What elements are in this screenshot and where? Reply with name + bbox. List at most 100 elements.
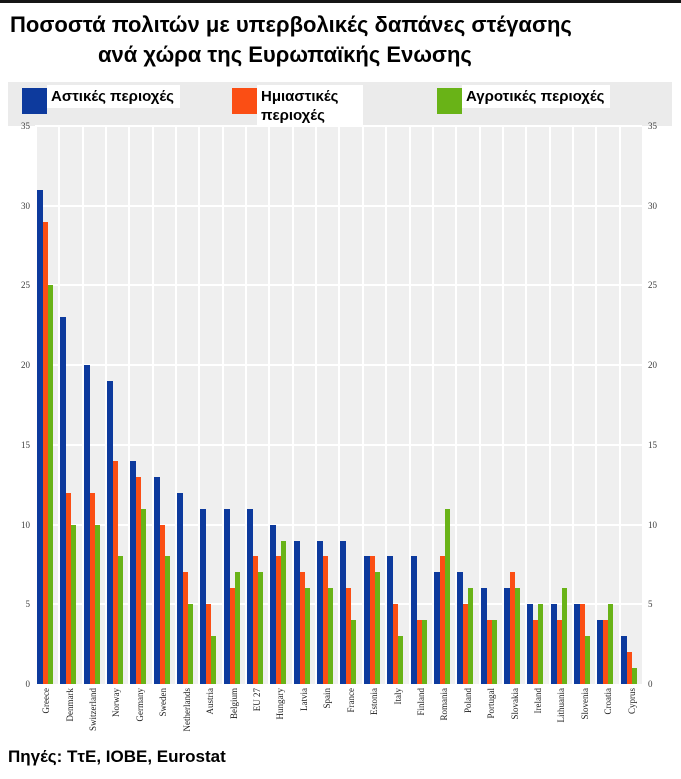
x-axis-label: Italy: [392, 688, 403, 705]
x-cell: Austria: [199, 688, 222, 746]
bar-rural: [374, 572, 380, 684]
bar-rural: [164, 556, 170, 684]
legend: Αστικές περιοχές Ημιαστικές περιοχές Αγροτ…: [8, 82, 672, 127]
legend-swatch-semi-urban: [232, 88, 257, 114]
bar-group-sweden: [151, 126, 175, 684]
x-cell: Italy: [386, 688, 409, 746]
legend-item-semi-urban: Ημιαστικές περιοχές: [232, 85, 363, 127]
y-tick-left-5: 5: [25, 599, 31, 610]
bar-urban: [107, 381, 114, 684]
bar-group-finland: [408, 126, 432, 684]
legend-label-semi-urban: Ημιαστικές περιοχές: [257, 85, 363, 127]
x-axis-label: Hungary: [275, 688, 286, 720]
x-axis-label: Finland: [415, 688, 426, 716]
bar-group-slovenia: [571, 126, 595, 684]
y-tick-right-0: 0: [648, 679, 653, 689]
bar-rural: [118, 556, 124, 684]
bar-rural: [234, 572, 240, 684]
bar-semi-urban: [369, 556, 375, 684]
bar-rural: [304, 588, 310, 684]
bar-urban: [37, 189, 43, 684]
x-cell: Estonia: [363, 688, 386, 746]
bar-semi-urban: [346, 588, 352, 684]
plot-area: [35, 125, 644, 684]
y-tick-left-20: 20: [21, 360, 30, 371]
footer-source: Πηγές: ΤτΕ, ΙΟΒΕ, Eurostat: [8, 747, 226, 766]
bar-semi-urban: [113, 460, 119, 684]
bar-semi-urban: [253, 556, 259, 684]
bar-urban: [177, 492, 184, 684]
bar-rural: [398, 636, 404, 684]
x-cell: Sweden: [152, 688, 175, 746]
bar-rural: [584, 636, 590, 684]
bar-rural: [188, 604, 194, 684]
x-axis-label: Portugal: [486, 688, 497, 719]
bar-semi-urban: [159, 524, 165, 684]
bar-group-romania: [431, 126, 455, 684]
bar-urban: [527, 604, 534, 684]
bar-group-germany: [128, 126, 151, 684]
x-cell: Germany: [129, 688, 152, 746]
x-axis-label: Austria: [205, 688, 216, 715]
bar-urban: [83, 365, 90, 684]
bar-semi-urban: [276, 556, 282, 684]
y-tick-right-25: 25: [648, 280, 657, 291]
bar-semi-urban: [556, 620, 562, 684]
x-axis-label: Slovenia: [579, 688, 590, 720]
bar-semi-urban: [136, 476, 142, 684]
bar-group-portugal: [478, 126, 502, 684]
bar-group-cyprus: [618, 126, 642, 684]
x-axis-label: Croatia: [603, 688, 614, 715]
legend-label-rural: Αγροτικές περιοχές: [462, 85, 611, 108]
x-cell: Lithuania: [550, 688, 573, 746]
bar-rural: [608, 604, 614, 684]
bar-urban: [200, 508, 207, 684]
bar-rural: [211, 636, 217, 684]
x-cell: EU 27: [246, 688, 269, 746]
bar-rural: [561, 588, 567, 684]
bar-group-ireland: [525, 126, 548, 684]
x-cell: Cyprus: [621, 688, 644, 746]
title-line-1: Ποσοστά πολιτών με υπερβολικές δαπάνες σ…: [10, 12, 572, 37]
x-cell: Hungary: [269, 688, 292, 746]
bar-group-france: [338, 126, 361, 684]
y-tick-left-10: 10: [21, 519, 30, 530]
bar-group-denmark: [58, 126, 81, 684]
y-tick-right-35: 35: [648, 121, 657, 131]
x-cell: Croatia: [597, 688, 620, 746]
bar-semi-urban: [89, 492, 95, 684]
bar-semi-urban: [206, 604, 212, 684]
x-cell: Latvia: [293, 688, 316, 746]
bar-urban: [410, 556, 417, 684]
bar-rural: [468, 588, 474, 684]
bar-urban: [130, 460, 137, 684]
bar-semi-urban: [579, 604, 585, 684]
x-axis: Greece Denmark Switzerland Norway Germany Swe…: [35, 688, 644, 746]
bar-urban: [317, 540, 324, 684]
bar-group-croatia: [595, 126, 618, 684]
bar-semi-urban: [183, 572, 189, 684]
x-axis-label: Switzerland: [88, 688, 99, 731]
x-cell: Slovakia: [503, 688, 526, 746]
x-cell: Greece: [35, 688, 58, 746]
bar-semi-urban: [229, 588, 235, 684]
bar-group-netherlands: [175, 126, 198, 684]
x-axis-label: EU 27: [252, 688, 262, 712]
bar-urban: [387, 556, 394, 684]
bar-group-switzerland: [81, 126, 105, 684]
bar-semi-urban: [533, 620, 539, 684]
bar-rural: [444, 508, 450, 684]
bar-group-slovakia: [501, 126, 525, 684]
y-tick-right-10: 10: [648, 519, 657, 530]
bar-semi-urban: [439, 556, 445, 684]
x-cell: Poland: [457, 688, 480, 746]
y-tick-left-30: 30: [21, 200, 30, 211]
y-tick-right-15: 15: [648, 439, 657, 450]
bar-group-italy: [385, 126, 408, 684]
bar-urban: [480, 588, 487, 684]
x-axis-label: Slovakia: [509, 688, 520, 720]
x-axis-label: France: [345, 688, 356, 713]
x-axis-label: Norway: [111, 688, 122, 717]
x-cell: Finland: [410, 688, 433, 746]
